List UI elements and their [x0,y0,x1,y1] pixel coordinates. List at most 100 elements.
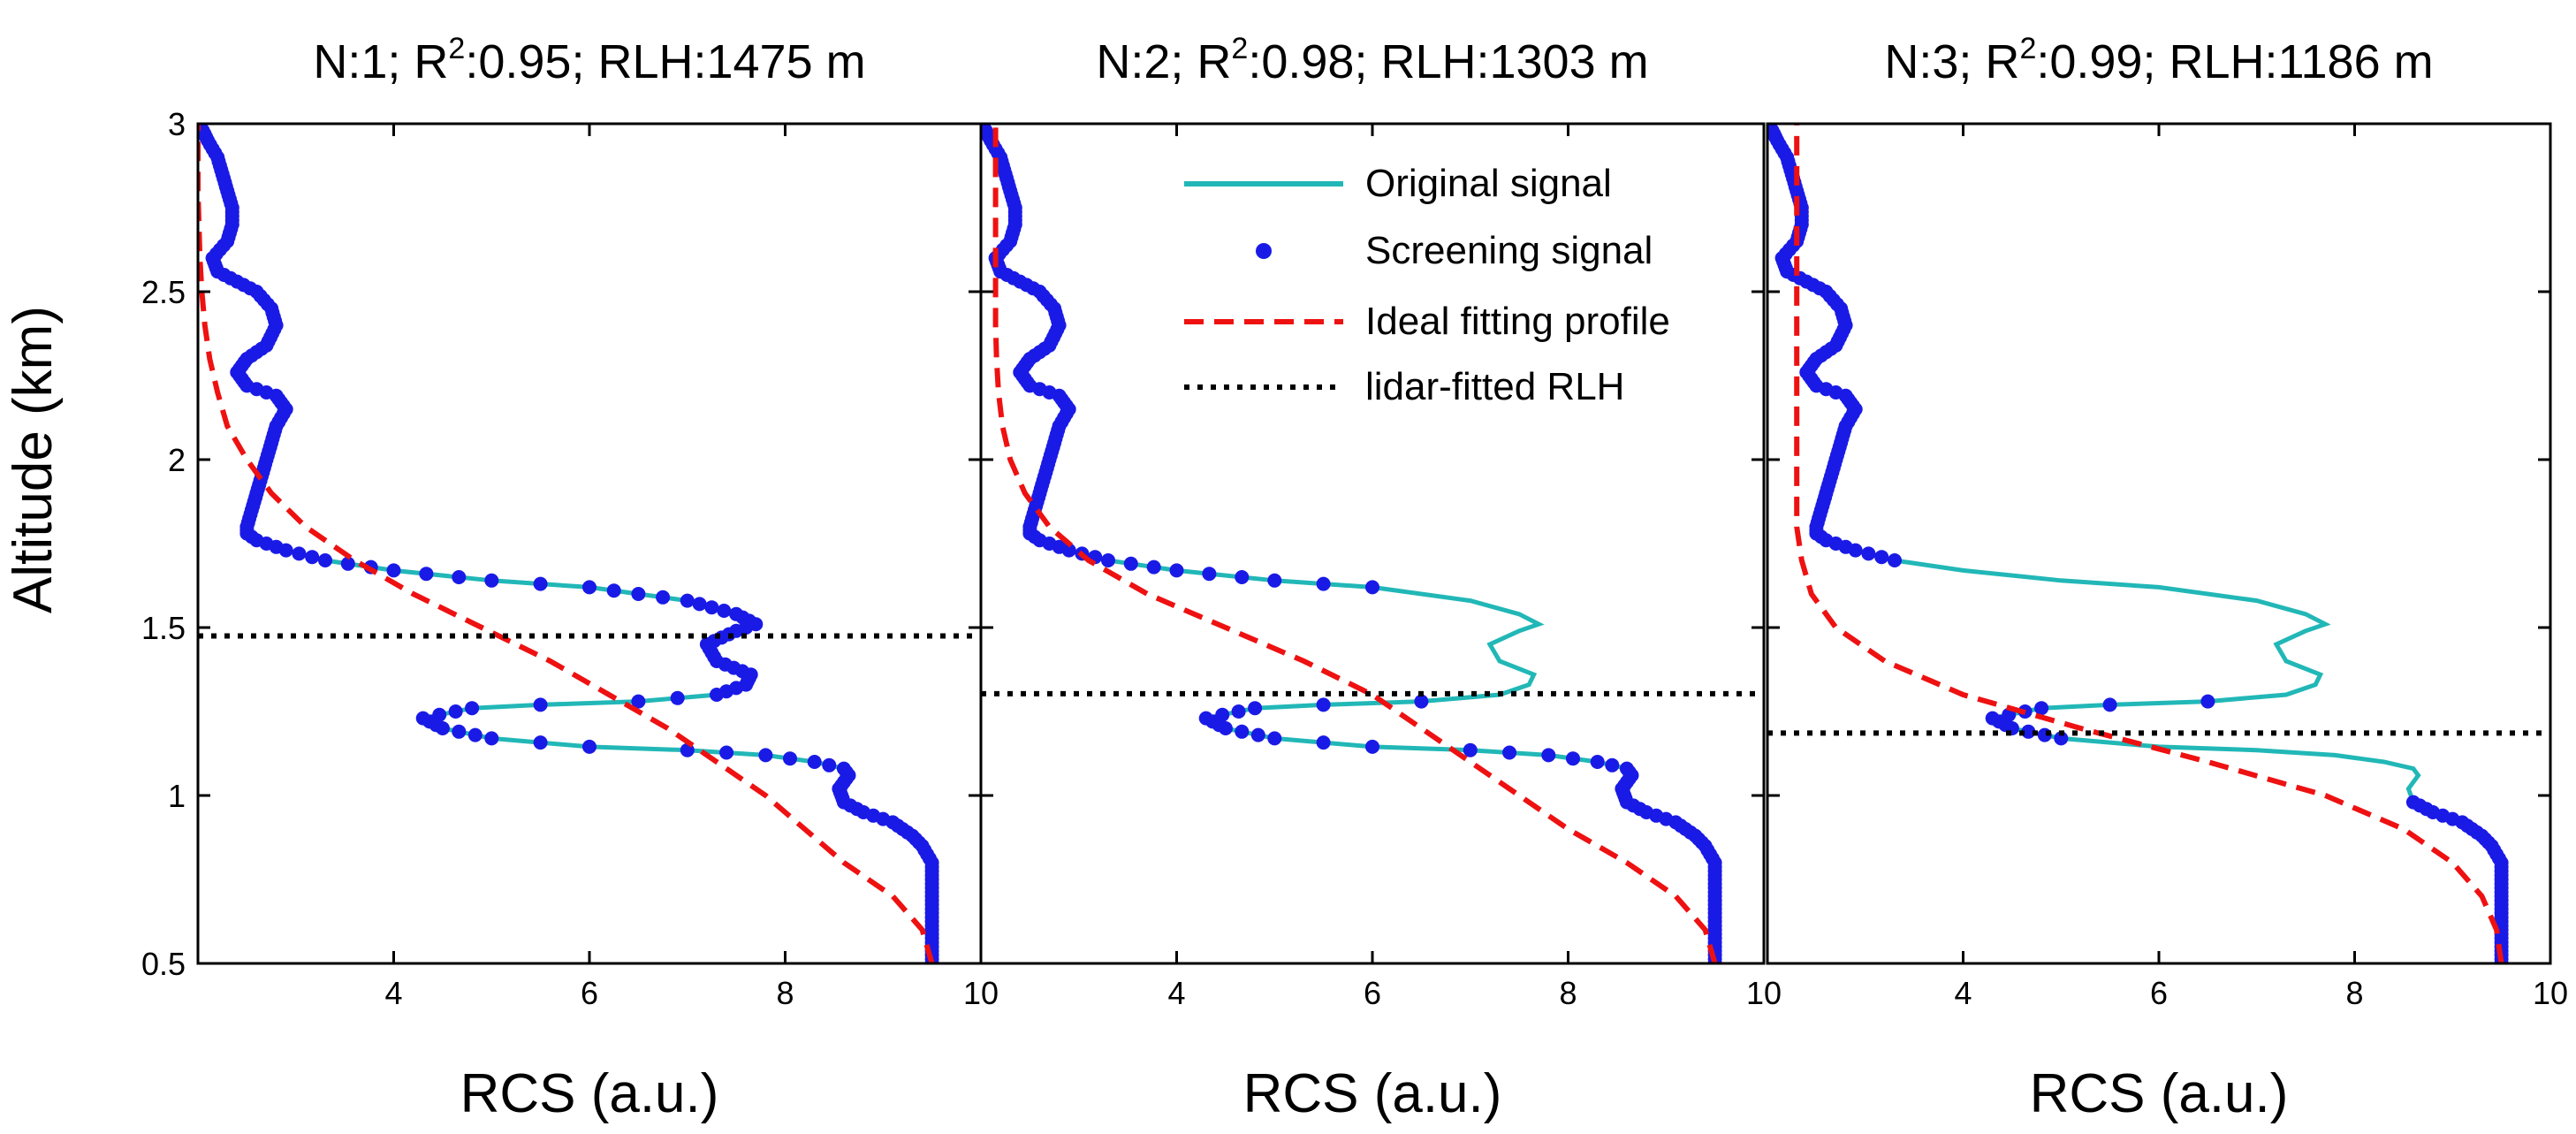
panel-title-prefix: N:1; R [313,35,448,88]
screening-point [1235,570,1250,584]
panels-group: 4 6 8 10 0.5 1 1.5 2 2.5 3 N:1; R2:0.95; RLH:1475 … [141,32,2568,1124]
screening-point [1874,550,1889,565]
screening-point [465,701,480,716]
screening-point [1414,694,1429,709]
screening-point [1169,563,1184,578]
y-tick-label: 1.5 [141,610,186,646]
x-tick-label: 6 [581,975,598,1011]
x-tick-label: 10 [963,975,999,1011]
screening-point [807,755,822,769]
legend-entry-label: lidar-fitted RLH [1365,365,1624,408]
screening-point [533,735,548,750]
screening-point [1985,711,2000,726]
screening-point [1250,727,1265,742]
overlay-group: Altitude (km) Original signal Screening s… [3,162,1670,613]
legend-entry-label: Ideal fitting profile [1365,300,1670,343]
screening-point [1590,755,1605,769]
screening-point [729,606,744,621]
panel-title: N:2; R2:0.98; RLH:1303 m [1096,32,1648,88]
y-tick-label: 1 [168,778,186,814]
x-tick-label: 8 [1559,975,1577,1011]
panel-title-prefix: N:3; R [1884,35,2019,88]
screening-point [432,707,447,722]
legend-screening-swatch [1256,243,1272,259]
screening-point [670,690,685,705]
screening-point [1101,553,1115,567]
x-tick-label: 10 [1746,975,1782,1011]
screening-point [704,600,719,615]
screening-point [452,724,467,739]
screening-point [1267,573,1282,588]
original-signal-line [201,129,935,963]
panel-2: 4 6 8 10 N:2; R2:0.98; RLH:1303 m RCS (a.u.) [979,32,1782,1124]
screening-point [1888,553,1902,567]
screening-point [1123,556,1138,571]
y-tick-label: 0.5 [141,946,186,982]
screening-point [1605,757,1620,772]
legend-entry-label: Screening signal [1365,229,1653,272]
x-tick-label: 10 [2533,975,2568,1011]
screening-point [1231,704,1246,719]
screening-point [533,576,548,591]
screening-point [415,711,430,726]
screening-point [1619,761,1634,776]
x-axis-label: RCS (a.u.) [2030,1063,2289,1124]
screening-point [1316,697,1331,712]
screening-point [981,124,993,138]
screening-point [582,739,597,754]
screening-point [1502,745,1517,760]
original-signal-line [1770,129,2504,963]
panel-1: 4 6 8 100.511.522.53N:1; R2:0.95; RLH:1475 … [141,32,999,1124]
screening-point [1566,751,1580,766]
panel-frame [1766,122,2552,965]
screening-point [467,727,483,742]
screening-point [717,604,732,618]
screening-point [606,583,621,598]
screening-point [340,556,355,571]
screening-point [1316,735,1331,750]
screening-signal-dots [1767,124,2509,963]
y-tick-label: 2.5 [141,274,186,310]
screening-point [1267,731,1282,746]
ideal-fitting-curve [1794,124,2504,963]
x-tick-label: 4 [1167,975,1185,1011]
panel-title: N:3; R2:0.99; RLH:1186 m [1884,32,2433,88]
screening-point [484,731,499,746]
panel-title-superscript: 2 [2019,32,2036,65]
screening-point [631,587,646,601]
panel-title: N:1; R2:0.95; RLH:1475 m [313,32,865,88]
screening-point [719,745,734,760]
screening-point [1767,124,1780,138]
x-axis-label: RCS (a.u.) [460,1063,719,1124]
screening-point [386,563,401,578]
screening-point [1316,576,1331,591]
x-tick-label: 6 [1364,975,1381,1011]
screening-point [822,757,837,772]
x-tick-label: 4 [1954,975,1972,1011]
screening-point [533,697,548,712]
screening-point [1365,739,1379,754]
screening-point [783,751,797,766]
screening-point [2102,697,2117,712]
x-tick-label: 6 [2150,975,2168,1011]
ideal-fitting-curve [992,124,1718,963]
x-tick-label: 8 [776,975,794,1011]
screening-point [2054,731,2069,746]
panel-title-suffix: :0.98; RLH:1303 m [1248,35,1648,88]
panel-2-plot-area [981,124,1764,963]
screening-point [1365,580,1379,595]
screening-point [292,546,307,561]
screening-point [1248,701,1263,716]
y-tick-label: 3 [168,106,186,142]
screening-point [1198,711,1213,726]
screening-signal-dots [981,124,1722,963]
screening-point [198,124,210,138]
screening-point [1861,546,1876,561]
panel-1-plot-area [198,124,981,963]
screening-point [1215,707,1230,722]
legend: Original signal Screening signal Ideal fit… [1184,162,1670,408]
x-tick-label: 8 [2345,975,2363,1011]
screening-point [2200,694,2215,709]
screening-point [1146,559,1161,575]
screening-point [1202,567,1217,582]
